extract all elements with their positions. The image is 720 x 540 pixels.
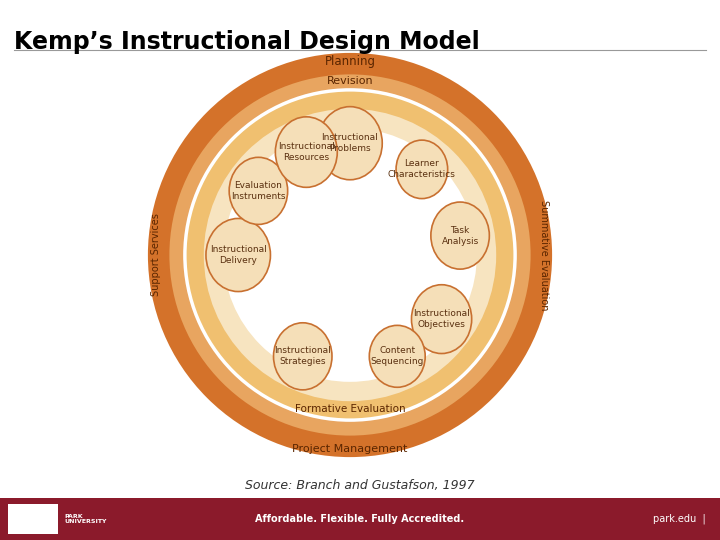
Text: Instructional
Objectives: Instructional Objectives xyxy=(413,309,470,329)
Text: Summative Evaluation: Summative Evaluation xyxy=(539,200,549,310)
Text: Source: Branch and Gustafson, 1997: Source: Branch and Gustafson, 1997 xyxy=(246,478,474,491)
Text: Formative Evaluation: Formative Evaluation xyxy=(294,404,405,414)
Text: park.edu  |: park.edu | xyxy=(653,514,706,524)
Ellipse shape xyxy=(318,106,382,180)
Bar xyxy=(8,504,58,534)
Text: Learner
Characteristics: Learner Characteristics xyxy=(388,159,456,179)
Ellipse shape xyxy=(412,285,472,354)
Circle shape xyxy=(204,109,496,401)
Ellipse shape xyxy=(229,157,288,225)
Text: Affordable. Flexible. Fully Accredited.: Affordable. Flexible. Fully Accredited. xyxy=(256,514,464,524)
Text: Instructional
Strategies: Instructional Strategies xyxy=(274,346,331,366)
Text: Planning: Planning xyxy=(325,55,376,68)
Ellipse shape xyxy=(274,323,332,390)
Text: Content
Sequencing: Content Sequencing xyxy=(371,346,424,366)
Text: Instructional
Problems: Instructional Problems xyxy=(322,133,379,153)
Circle shape xyxy=(148,53,552,457)
Text: Evaluation
Instruments: Evaluation Instruments xyxy=(231,181,286,201)
Text: Revision: Revision xyxy=(327,76,373,86)
Ellipse shape xyxy=(275,117,337,187)
Circle shape xyxy=(183,88,517,422)
Ellipse shape xyxy=(396,140,448,199)
Bar xyxy=(0,498,720,540)
Ellipse shape xyxy=(369,326,426,387)
Text: Project Management: Project Management xyxy=(292,444,408,454)
Text: Kemp’s Instructional Design Model: Kemp’s Instructional Design Model xyxy=(14,30,480,54)
Circle shape xyxy=(223,128,477,382)
Text: Instructional
Delivery: Instructional Delivery xyxy=(210,245,266,265)
Circle shape xyxy=(186,92,513,418)
Text: Task
Analysis: Task Analysis xyxy=(441,226,479,246)
Circle shape xyxy=(169,75,531,436)
Text: PARK
UNIVERSITY: PARK UNIVERSITY xyxy=(64,514,107,524)
Text: Instructional
Resources: Instructional Resources xyxy=(278,142,335,162)
Ellipse shape xyxy=(431,202,490,269)
Ellipse shape xyxy=(206,219,271,292)
Text: Support Services: Support Services xyxy=(150,213,161,296)
